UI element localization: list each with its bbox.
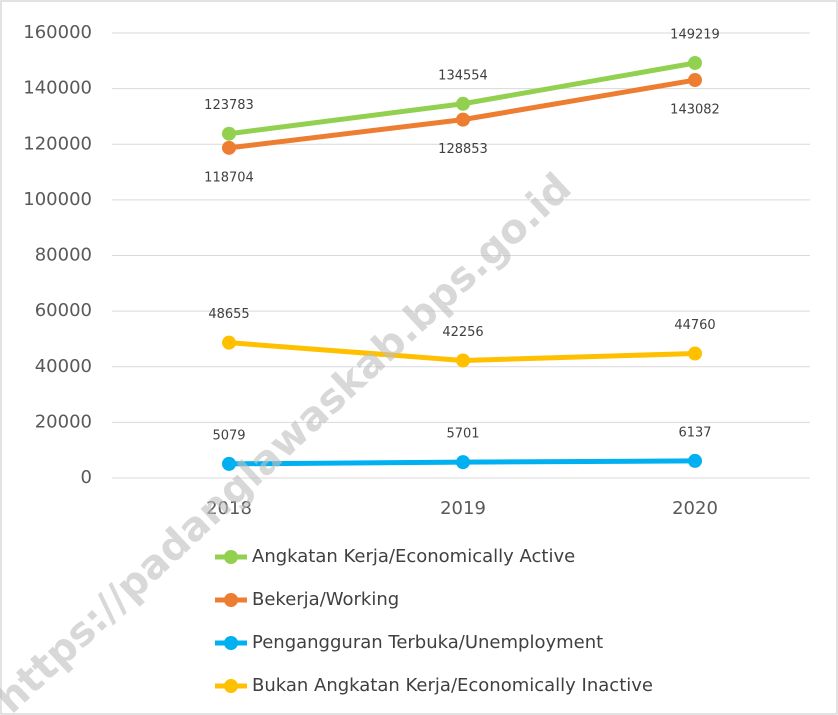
data-label: 149219 — [670, 27, 720, 42]
data-label: 44760 — [674, 318, 715, 333]
legend-label: Bekerja/Working — [252, 589, 399, 610]
x-tick-label: 2020 — [672, 498, 718, 519]
legend-marker — [224, 679, 238, 693]
data-label: 134554 — [438, 68, 488, 83]
data-label: 6137 — [678, 425, 711, 440]
x-tick-label: 2019 — [440, 498, 486, 519]
data-label: 42256 — [442, 325, 483, 340]
marker — [688, 346, 702, 361]
x-tick-label: 2018 — [206, 498, 252, 519]
marker — [688, 73, 702, 88]
data-label: 143082 — [670, 103, 720, 118]
data-label: 5079 — [212, 428, 245, 443]
data-label: 128853 — [438, 142, 488, 157]
data-label: 118704 — [204, 170, 254, 185]
marker — [456, 353, 470, 368]
data-label: 5701 — [446, 427, 479, 442]
marker — [222, 335, 236, 350]
legend-label: Bukan Angkatan Kerja/Economically Inacti… — [252, 675, 653, 696]
marker — [688, 453, 702, 468]
legend-label: Pengangguran Terbuka/Unemployment — [252, 632, 603, 653]
marker — [688, 55, 702, 70]
y-tick-label: 0 — [81, 467, 92, 488]
y-tick-label: 80000 — [35, 245, 92, 266]
y-tick-label: 60000 — [35, 300, 92, 321]
data-label: 48655 — [208, 307, 249, 322]
marker — [456, 96, 470, 111]
y-tick-label: 160000 — [23, 22, 92, 43]
marker — [222, 126, 236, 141]
marker — [456, 112, 470, 127]
y-tick-label: 100000 — [23, 189, 92, 210]
y-tick-label: 40000 — [35, 356, 92, 377]
legend-label: Angkatan Kerja/Economically Active — [252, 546, 575, 567]
data-label: 123783 — [204, 98, 254, 113]
y-tick-label: 120000 — [23, 133, 92, 154]
y-tick-label: 140000 — [23, 78, 92, 99]
legend-marker — [224, 550, 238, 564]
legend-marker — [224, 636, 238, 650]
marker — [222, 140, 236, 155]
y-tick-label: 20000 — [35, 411, 92, 432]
marker — [222, 456, 236, 471]
marker — [456, 455, 470, 470]
legend-marker — [224, 593, 238, 607]
